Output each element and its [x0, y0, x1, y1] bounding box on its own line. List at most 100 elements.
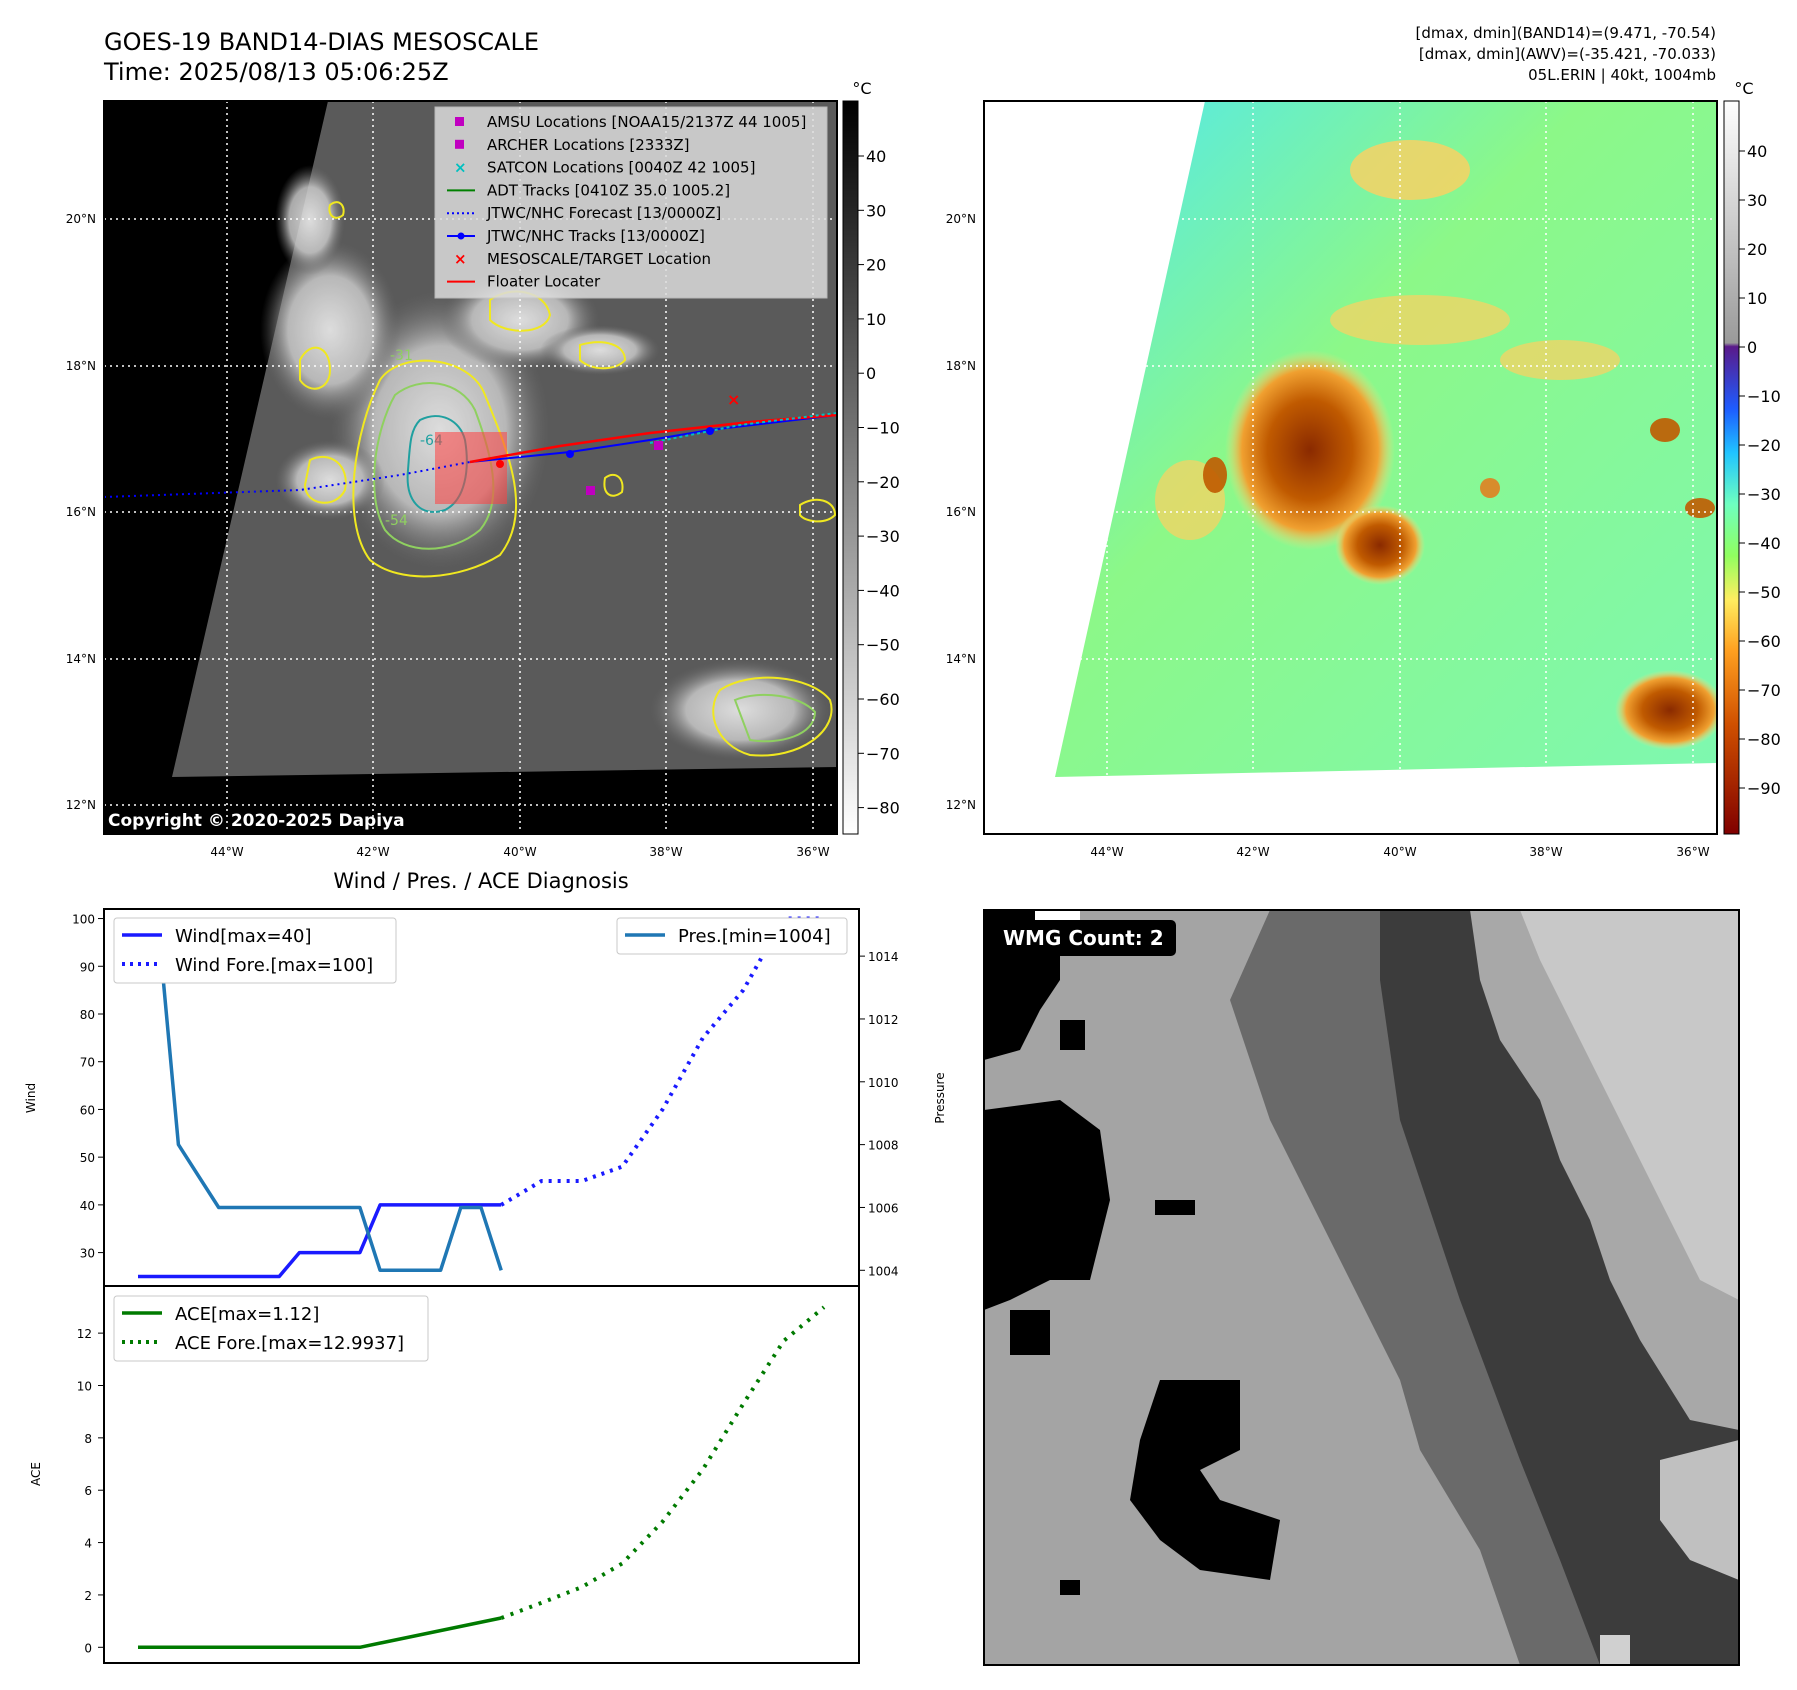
wind-ytick-label: 90 [80, 960, 95, 974]
color-colorbar-tick-label: 0 [1747, 338, 1757, 357]
color-colorbar-tick-label: 30 [1747, 191, 1767, 210]
gray-colorbar-tick-label: 0 [866, 364, 876, 383]
color-colorbar-tick-label: −50 [1747, 583, 1781, 602]
gray-colorbar-tick-label: −80 [866, 799, 900, 818]
color-colorbar: °C 40 30 20 10 0 −10 −20 −30 −40 −50 −60 −70 −80 −90 [1723, 79, 1781, 835]
wind-legend: Wind[max=40] Wind Fore.[max=100] [113, 917, 397, 984]
gray-colorbar-tick-label: −40 [866, 581, 900, 600]
map-legend-label: MESOSCALE/TARGET Location [487, 250, 711, 268]
wind-ytick-label: 30 [80, 1247, 95, 1261]
color-colorbar-unit: °C [1734, 79, 1753, 98]
gray-colorbar-tick-label: 40 [866, 147, 886, 166]
lat-label-14n: 14°N [66, 652, 96, 666]
legend-dot-marker [457, 232, 465, 240]
pressure-ytick-label: 1008 [868, 1139, 899, 1153]
pressure-legend: Pres.[min=1004] [616, 917, 848, 955]
color-colorbar-tick-label: 10 [1747, 289, 1767, 308]
jtwc-track [469, 414, 837, 463]
wind-ytick-label: 70 [80, 1056, 95, 1070]
ace-ytick-label: 2 [84, 1589, 92, 1603]
lon-label-42w: 42°W [356, 845, 389, 859]
map-legend-label: ARCHER Locations [2333Z] [487, 136, 690, 154]
color-colorbar-tick-label: −40 [1747, 534, 1781, 553]
legend-square-marker [455, 139, 464, 149]
ace-ytick-label: 8 [84, 1432, 92, 1446]
map-legend-label: SATCON Locations [0040Z 42 1005] [487, 159, 755, 177]
lat-label-20n: 20°N [66, 212, 96, 226]
map-legend-row: × SATCON Locations [0040Z 42 1005] [454, 159, 755, 177]
contour-label-31: -31 [390, 348, 413, 364]
pressure-ytick-label: 1010 [868, 1076, 899, 1090]
lon-label-40w-b: 40°W [1383, 845, 1416, 859]
ace-axes: 0 2 4 6 8 10 12 ACE ACE[max=1.12] ACE Fore.[ma… [29, 1285, 860, 1664]
lon-label-36w: 36°W [796, 845, 829, 859]
info-storm: 05L.ERIN | 40kt, 1004mb [1528, 66, 1716, 84]
map-legend-row: ARCHER Locations [2333Z] [455, 136, 690, 154]
wind-ytick-label: 40 [80, 1199, 95, 1213]
color-colorbar-tick-label: −20 [1747, 436, 1781, 455]
lon-label-44w-b: 44°W [1090, 845, 1123, 859]
map-legend-label: JTWC/NHC Forecast [13/0000Z] [486, 204, 721, 222]
color-map-lat-labels: 20°N 18°N 16°N 14°N 12°N [946, 212, 976, 812]
gray-colorbar-tick-label: 20 [866, 256, 886, 275]
color-colorbar-tick-label: 20 [1747, 240, 1767, 259]
ace-ytick-label: 6 [84, 1484, 92, 1498]
lat-label-12n: 12°N [66, 798, 96, 812]
color-colorbar-tick-label: −10 [1747, 387, 1781, 406]
wind-ytick-label: 100 [72, 913, 95, 927]
wind-ylabel: Wind [24, 1083, 38, 1113]
lon-label-36w-b: 36°W [1676, 845, 1709, 859]
color-colorbar-tick-label: −80 [1747, 730, 1781, 749]
color-colorbar-tick-label: −90 [1747, 779, 1781, 798]
wind-pressure-axes: 30 40 50 60 70 80 90 100 1004 1006 1008 1010 1012 10… [24, 908, 947, 1287]
pressure-ytick-label: 1004 [868, 1264, 899, 1278]
wind-ytick-label: 80 [80, 1008, 95, 1022]
map-legend-row: JTWC/NHC Forecast [13/0000Z] [447, 204, 721, 222]
color-colorbar-tick-label: −70 [1747, 681, 1781, 700]
color-map-panel [984, 101, 1717, 834]
gray-colorbar-tick-label: −60 [866, 690, 900, 709]
pressure-ytick-label: 1012 [868, 1013, 899, 1027]
map-legend-row: Floater Locater [447, 273, 601, 291]
amsu-marker [654, 441, 663, 450]
gray-colorbar-tick-label: 30 [866, 201, 886, 220]
pressure-ytick-label: 1014 [868, 950, 899, 964]
ir-map-lon-labels: 44°W 42°W 40°W 38°W 36°W [210, 845, 829, 859]
legend-wind-fore: Wind Fore.[max=100] [175, 955, 373, 976]
legend-square-marker [455, 117, 464, 126]
legend-x-marker: × [454, 159, 467, 177]
lat-label-18n: 18°N [66, 359, 96, 373]
lon-label-38w: 38°W [649, 845, 682, 859]
wmg-panel: WMG Count: 2 [984, 910, 1739, 1665]
lat-label-20n-b: 20°N [946, 212, 976, 226]
lon-label-42w-b: 42°W [1236, 845, 1269, 859]
floater-locater [469, 413, 837, 464]
legend-ace: ACE[max=1.12] [175, 1304, 319, 1325]
map-legend-row: ADT Tracks [0410Z 35.0 1005.2] [447, 181, 730, 199]
legend-pressure: Pres.[min=1004] [678, 926, 831, 947]
pressure-ylabel: Pressure [933, 1072, 947, 1123]
color-colorbar-tick-label: −30 [1747, 485, 1781, 504]
lon-label-38w-b: 38°W [1529, 845, 1562, 859]
lon-label-44w: 44°W [210, 845, 243, 859]
gray-colorbar-tick-label: −50 [866, 636, 900, 655]
gray-colorbar-tick-label: 10 [866, 310, 886, 329]
info-awv: [dmax, dmin](AWV)=(-35.421, -70.033) [1419, 45, 1716, 63]
ace-ylabel: ACE [29, 1462, 43, 1486]
map-legend-row: JTWC/NHC Tracks [13/0000Z] [447, 227, 705, 245]
ace-ytick-label: 4 [84, 1537, 92, 1551]
satcon-track [649, 412, 837, 444]
lon-label-40w: 40°W [503, 845, 536, 859]
forecast-track [104, 461, 471, 498]
lat-label-12n-b: 12°N [946, 798, 976, 812]
gray-colorbar-tick-label: −10 [866, 419, 900, 438]
wind-ytick-label: 60 [80, 1103, 95, 1117]
map-legend-row: × MESOSCALE/TARGET Location [454, 250, 711, 268]
ir-map-panel: -31 -54 -64 × Copyright © 2020-2025 Dap [104, 101, 837, 834]
ace-forecast-line [500, 1305, 826, 1620]
figure-title: GOES-19 BAND14-DIAS MESOSCALE [104, 28, 539, 56]
wind-forecast-line [500, 916, 824, 1207]
gray-colorbar-unit: °C [852, 79, 871, 98]
ir-map-lat-labels: 20°N 18°N 16°N 14°N 12°N [66, 212, 96, 812]
